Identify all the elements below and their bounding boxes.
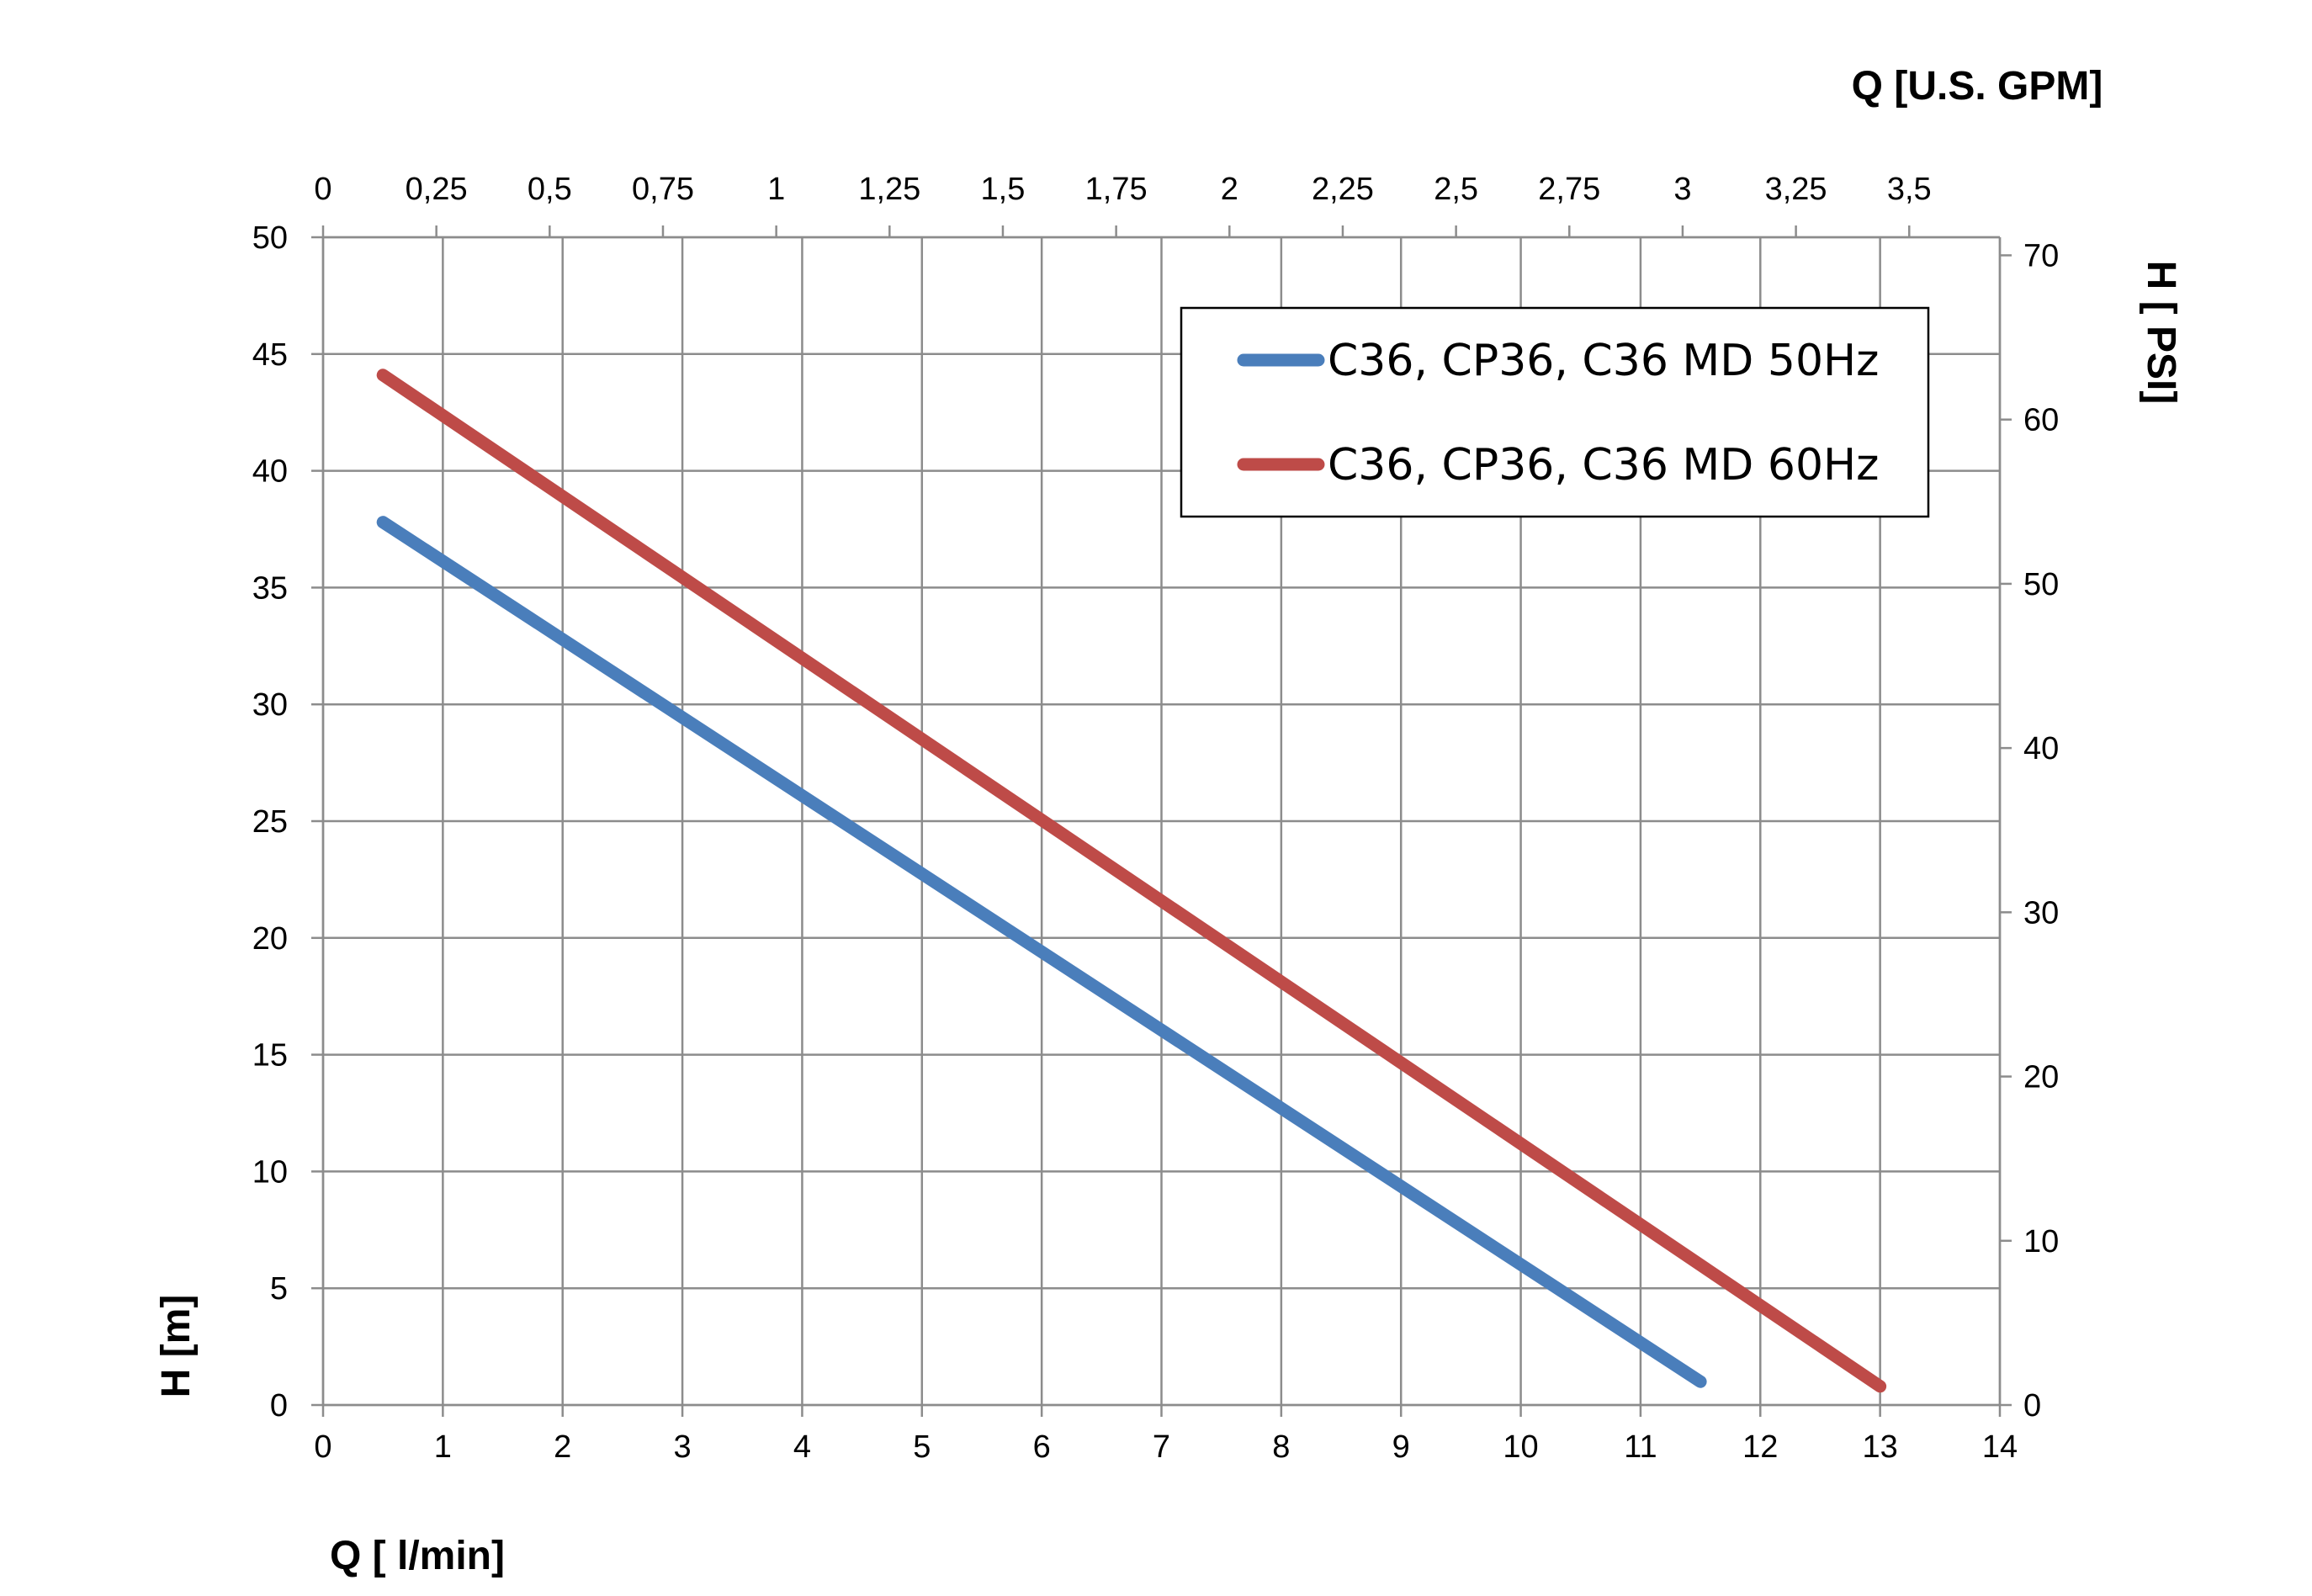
y-tick-label: 10 xyxy=(252,1154,288,1190)
x2-tick-label: 2 xyxy=(1221,172,1238,207)
x-tick-label: 6 xyxy=(1033,1429,1051,1465)
y2-tick-label: 40 xyxy=(2023,731,2059,766)
x2-tick-label: 3,5 xyxy=(1887,172,1932,207)
legend: C36, CP36, C36 MD 50Hz C36, CP36, C36 MD… xyxy=(1180,306,1930,518)
y-tick-label: 30 xyxy=(252,687,288,723)
y2-axis-title: H [ PSI] xyxy=(2139,261,2183,405)
x2-tick-label: 0,5 xyxy=(528,172,572,207)
legend-label-50hz: C36, CP36, C36 MD 50Hz xyxy=(1328,336,1879,386)
x2-tick-label: 2,25 xyxy=(1312,172,1374,207)
y-tick-label: 40 xyxy=(252,454,288,490)
y-axis-ticks: 0 5 10 15 20 25 30 35 40 45 50 xyxy=(252,220,323,1424)
series-line-0 xyxy=(376,516,1707,1388)
x2-tick-label: 2,75 xyxy=(1538,172,1600,207)
y-tick-label: 50 xyxy=(252,220,288,256)
legend-box xyxy=(1180,306,1930,518)
x-tick-label: 5 xyxy=(913,1429,931,1465)
x-axis-title: Q [ l/min] xyxy=(330,1534,505,1578)
x2-tick-label: 1,25 xyxy=(858,172,920,207)
x2-axis-ticks: 0 0,25 0,5 0,75 1 1,25 1,5 1,75 2 2,25 2,5 2,75 3 3,2… xyxy=(314,172,1932,237)
y-tick-label: 45 xyxy=(252,337,288,373)
x2-tick-label: 2,5 xyxy=(1434,172,1478,207)
x2-tick-label: 3 xyxy=(1673,172,1691,207)
y2-tick-label: 30 xyxy=(2023,895,2059,931)
legend-label-60hz: C36, CP36, C36 MD 60Hz xyxy=(1328,440,1879,490)
y-axis-title: H [m] xyxy=(154,1295,199,1398)
x2-tick-label: 3,25 xyxy=(1765,172,1827,207)
y2-axis-ticks: 0 10 20 30 40 50 60 70 xyxy=(2000,238,2059,1424)
y2-tick-label: 50 xyxy=(2023,567,2059,602)
y2-tick-label: 0 xyxy=(2023,1388,2041,1424)
x-tick-label: 4 xyxy=(793,1429,811,1465)
x-tick-label: 11 xyxy=(1624,1429,1657,1465)
y-tick-label: 35 xyxy=(252,570,288,606)
x-tick-label: 2 xyxy=(554,1429,571,1465)
y2-tick-label: 70 xyxy=(2023,238,2059,273)
y2-tick-label: 60 xyxy=(2023,403,2059,438)
series-line-1 xyxy=(376,369,1887,1393)
x2-tick-label: 0 xyxy=(314,172,331,207)
x2-tick-label: 1 xyxy=(767,172,785,207)
x2-tick-label: 1,75 xyxy=(1085,172,1148,207)
y-tick-label: 15 xyxy=(252,1038,288,1074)
x-tick-label: 10 xyxy=(1503,1429,1538,1465)
x-tick-label: 14 xyxy=(1982,1429,2018,1465)
y-tick-label: 25 xyxy=(252,804,288,840)
x-tick-label: 0 xyxy=(314,1429,331,1465)
x-tick-label: 13 xyxy=(1863,1429,1898,1465)
y2-tick-label: 10 xyxy=(2023,1224,2059,1259)
y-tick-label: 20 xyxy=(252,921,288,957)
x-tick-label: 9 xyxy=(1392,1429,1410,1465)
y-tick-label: 5 xyxy=(270,1271,288,1307)
x-tick-label: 3 xyxy=(674,1429,692,1465)
x2-axis-title: Q [U.S. GPM] xyxy=(1852,64,2103,109)
x-tick-label: 7 xyxy=(1153,1429,1170,1465)
x2-tick-label: 0,25 xyxy=(406,172,468,207)
x-tick-label: 12 xyxy=(1742,1429,1778,1465)
x-tick-label: 8 xyxy=(1272,1429,1290,1465)
x-tick-label: 1 xyxy=(434,1429,452,1465)
y2-tick-label: 20 xyxy=(2023,1060,2059,1095)
x-axis-ticks: 0 1 2 3 4 5 6 7 8 9 10 11 12 13 14 xyxy=(314,1405,2018,1465)
x2-tick-label: 0,75 xyxy=(632,172,694,207)
y-tick-label: 0 xyxy=(270,1388,288,1424)
x2-tick-label: 1,5 xyxy=(981,172,1026,207)
series-lines xyxy=(376,369,1887,1393)
